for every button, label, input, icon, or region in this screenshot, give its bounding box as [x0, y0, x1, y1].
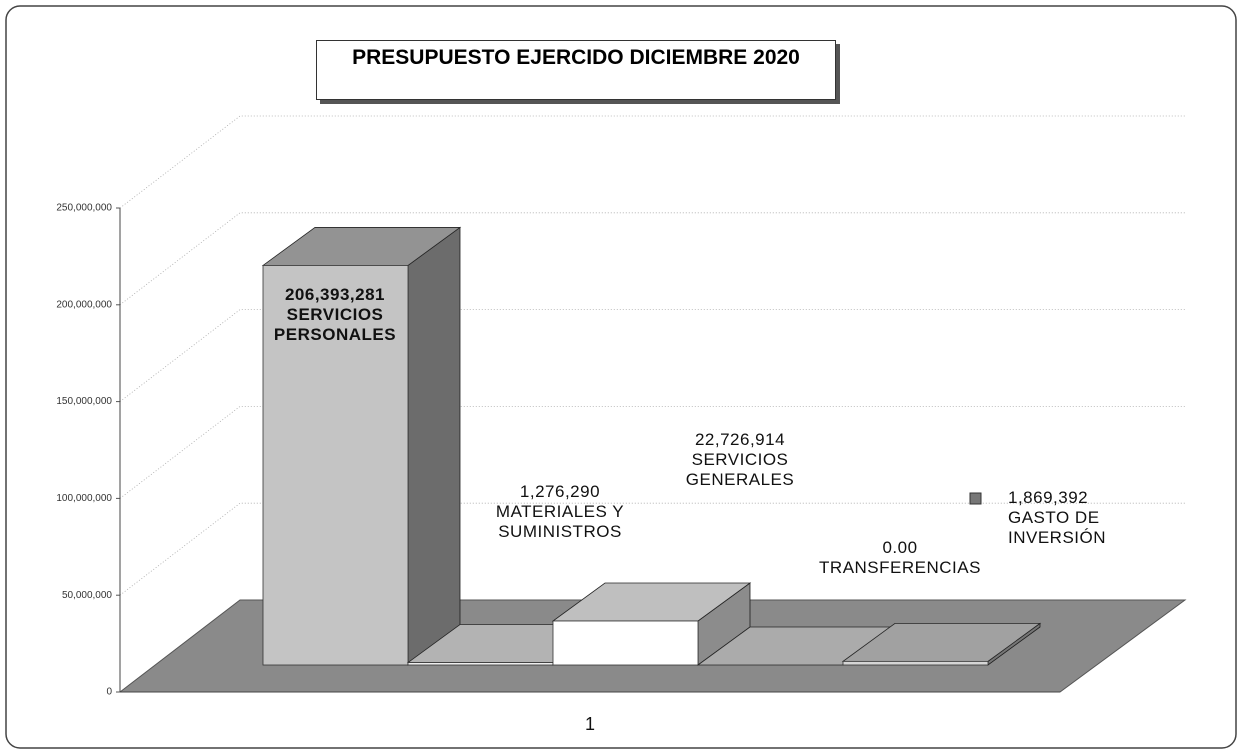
- data-label: 206,393,281 SERVICIOS PERSONALES: [250, 285, 420, 345]
- grid-line: [119, 115, 1185, 209]
- bar: [407, 662, 554, 666]
- data-label-value: 1,869,392: [1008, 488, 1089, 507]
- y-tick-label: 150,000,000: [56, 396, 112, 407]
- bar: [262, 265, 409, 666]
- x-tick-label: 1: [585, 714, 595, 734]
- data-label: 1,869,392 GASTO DE INVERSIÓN: [990, 488, 1158, 548]
- legend-entry: SERVICIOS GENERALES: [685, 450, 795, 489]
- y-tick-label: 250,000,000: [56, 203, 112, 214]
- y-tick-label: 50,000,000: [62, 590, 112, 601]
- data-label-value: 1,276,290: [519, 482, 601, 501]
- bar: [552, 620, 699, 666]
- y-tick-label: 100,000,000: [56, 493, 112, 504]
- y-tick-label: 0: [106, 687, 112, 698]
- data-label-value: 206,393,281: [284, 285, 386, 304]
- chart-title: PRESUPUESTO EJERCIDO DICIEMBRE 2020: [316, 40, 836, 100]
- legend-entry: SERVICIOS PERSONALES: [273, 305, 397, 344]
- legend-key: [969, 492, 982, 505]
- bar: [842, 660, 989, 666]
- data-label-value: 22,726,914: [694, 430, 786, 449]
- y-tick-label: 200,000,000: [56, 299, 112, 310]
- legend-entry: GASTO DE INVERSIÓN: [1008, 508, 1107, 547]
- data-label: 22,726,914 SERVICIOS GENERALES: [650, 430, 830, 490]
- legend-entry: MATERIALES Y SUMINISTROS: [495, 502, 625, 541]
- data-label: 1,276,290 MATERIALES Y SUMINISTROS: [455, 482, 665, 542]
- data-label-value: 0.00: [882, 538, 918, 557]
- data-label: 0.00 TRANSFERENCIAS: [815, 538, 985, 578]
- legend-entry: TRANSFERENCIAS: [819, 558, 981, 577]
- frame: [5, 5, 1237, 749]
